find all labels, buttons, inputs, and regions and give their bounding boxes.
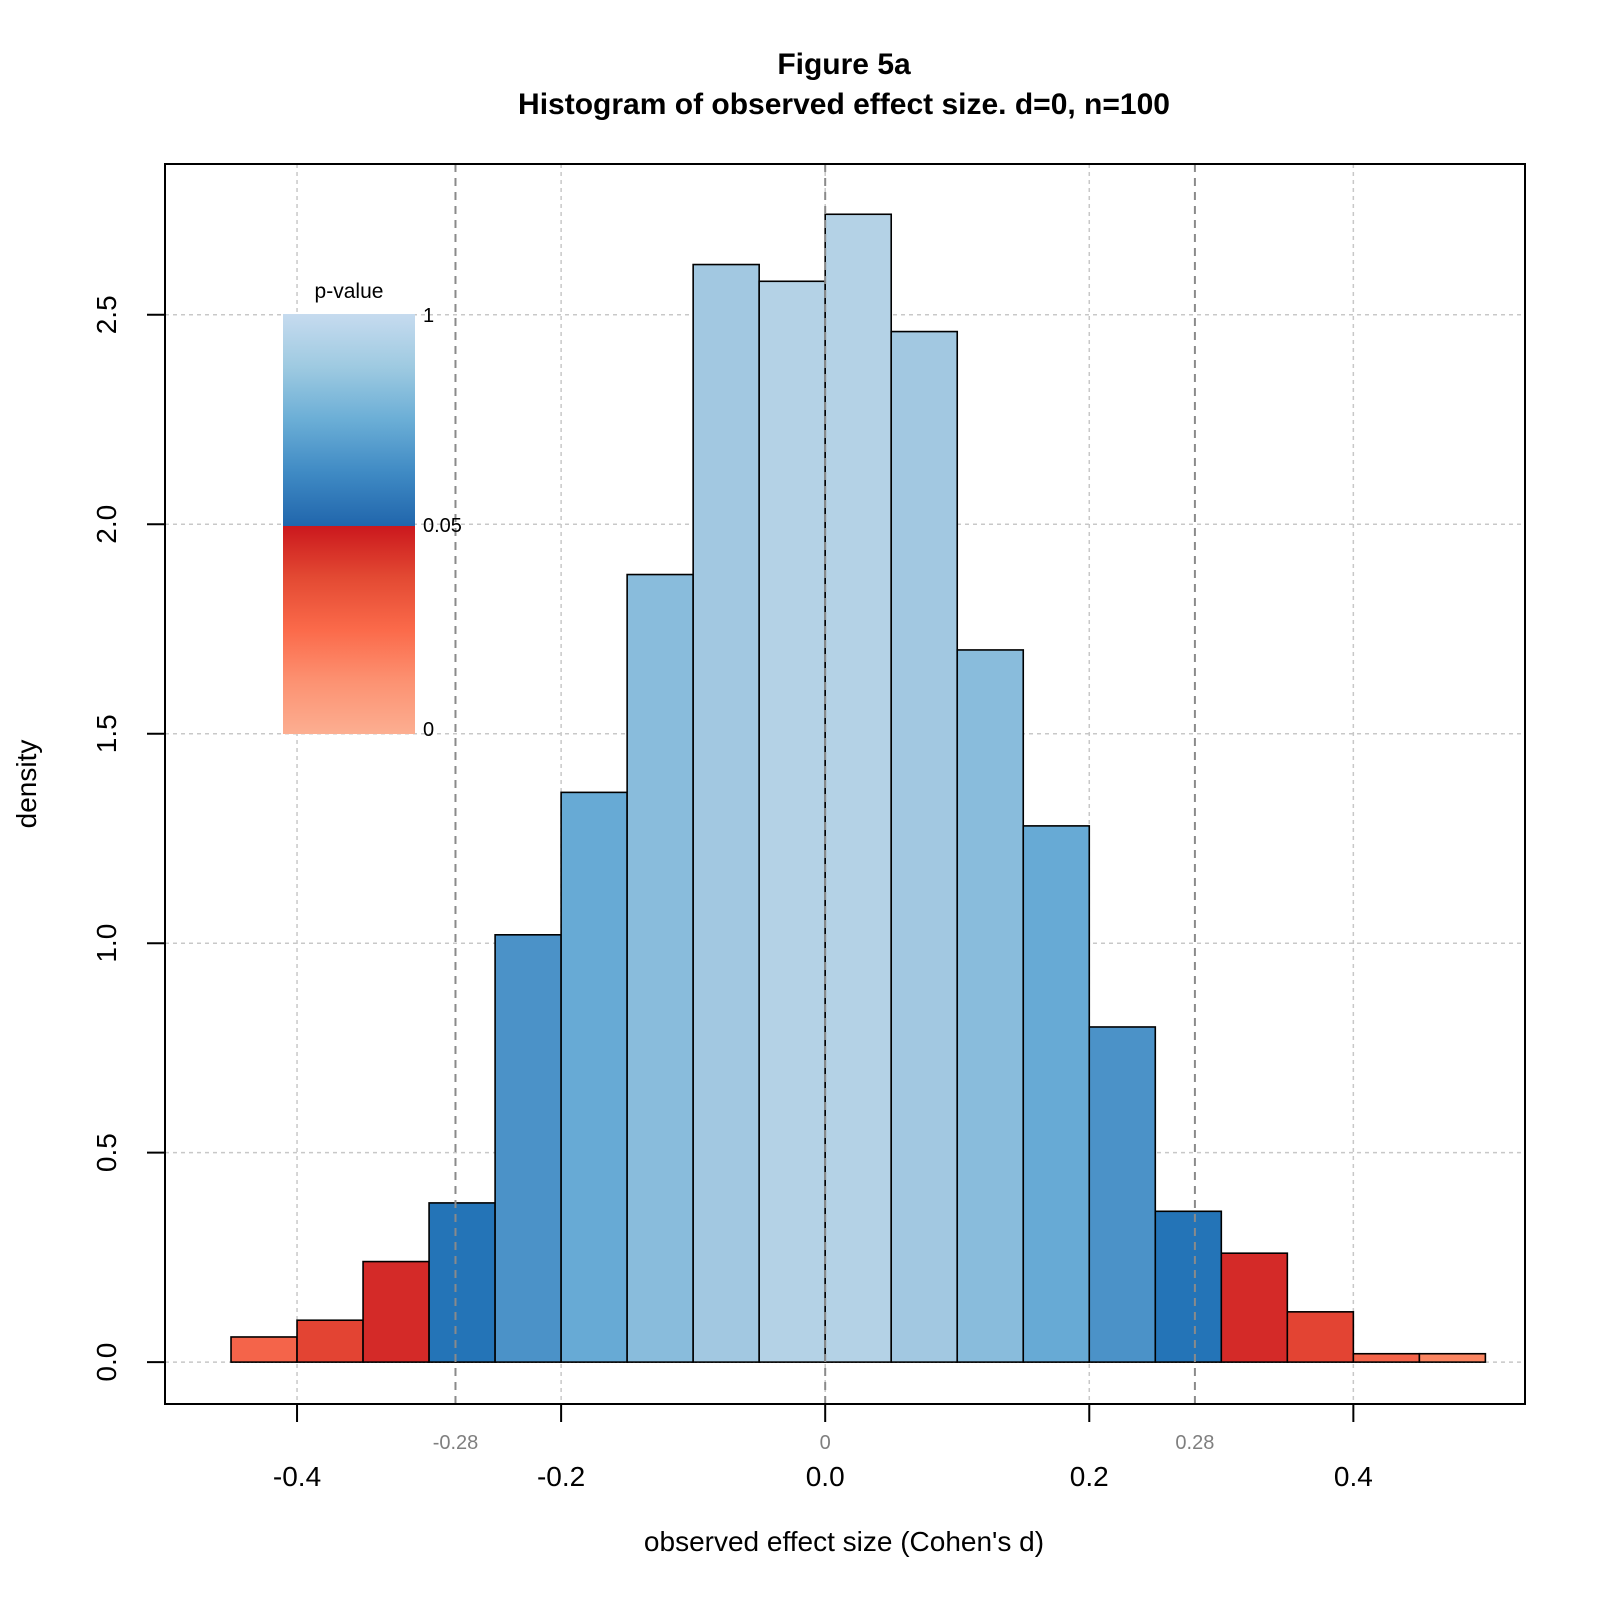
legend-title: p-value: [315, 280, 384, 303]
histogram-bar-8: [758, 280, 826, 1363]
histogram-bar-10: [890, 330, 959, 1363]
bars: [230, 213, 1487, 1363]
histogram-bar-4: [494, 934, 562, 1363]
histogram-bar-6: [626, 573, 694, 1363]
legend-gradient-red: [283, 526, 415, 734]
reference-line-label-2: 0.28: [1175, 1432, 1214, 1454]
x-axis-label: observed effect size (Cohen's d): [644, 1526, 1044, 1557]
reference-lines: -0.28 0 0.28: [433, 164, 1214, 1454]
x-tick-label-4: 0.4: [1334, 1461, 1373, 1492]
histogram-bar-15: [1220, 1252, 1289, 1363]
histogram-bar-7: [692, 263, 760, 1363]
y-tick-label-1: 0.5: [91, 1133, 122, 1172]
histogram-bar-18: [1418, 1352, 1487, 1363]
histogram-bar-0: [230, 1336, 298, 1363]
y-axis: 0.0 0.5 1.0 1.5 2.0 2.5: [91, 295, 165, 1382]
histogram-bar-2: [362, 1260, 430, 1363]
reference-line-label-0: -0.28: [433, 1432, 479, 1454]
x-tick-label-2: 0.0: [806, 1461, 845, 1492]
histogram-bar-16: [1286, 1311, 1355, 1363]
legend-label-0: 1: [423, 305, 434, 327]
legend: p-value 1 0.05 0: [283, 280, 462, 741]
x-axis: -0.4 -0.2 0.0 0.2 0.4: [273, 1404, 1373, 1492]
legend-label-1: 0.05: [423, 515, 462, 537]
legend-label-2: 0: [423, 719, 434, 741]
histogram-bar-12: [1022, 825, 1091, 1363]
y-axis-label: density: [11, 740, 42, 829]
chart-subtitle: Histogram of observed effect size. d=0, …: [518, 88, 1170, 121]
plot-frame: [164, 163, 1526, 1405]
chart-title: Figure 5a: [777, 48, 911, 81]
histogram-bar-1: [296, 1319, 364, 1363]
x-tick-label-1: -0.2: [537, 1461, 585, 1492]
y-tick-label-0: 0.0: [91, 1343, 122, 1382]
legend-gradient-blue: [283, 314, 415, 526]
histogram-bar-5: [560, 791, 628, 1363]
y-tick-label-5: 2.5: [91, 295, 122, 334]
y-tick-label-4: 2.0: [91, 505, 122, 544]
histogram-bar-17: [1352, 1352, 1421, 1363]
x-tick-label-3: 0.2: [1070, 1461, 1109, 1492]
reference-line-label-1: 0: [820, 1432, 831, 1454]
histogram-bar-11: [956, 649, 1025, 1363]
histogram-bar-14: [1154, 1210, 1223, 1363]
histogram-bar-3: [428, 1202, 496, 1363]
y-tick-label-3: 1.5: [91, 714, 122, 753]
y-tick-label-2: 1.0: [91, 924, 122, 963]
histogram-bar-9: [824, 213, 893, 1363]
x-tick-label-0: -0.4: [273, 1461, 321, 1492]
histogram-bar-13: [1088, 1026, 1157, 1363]
